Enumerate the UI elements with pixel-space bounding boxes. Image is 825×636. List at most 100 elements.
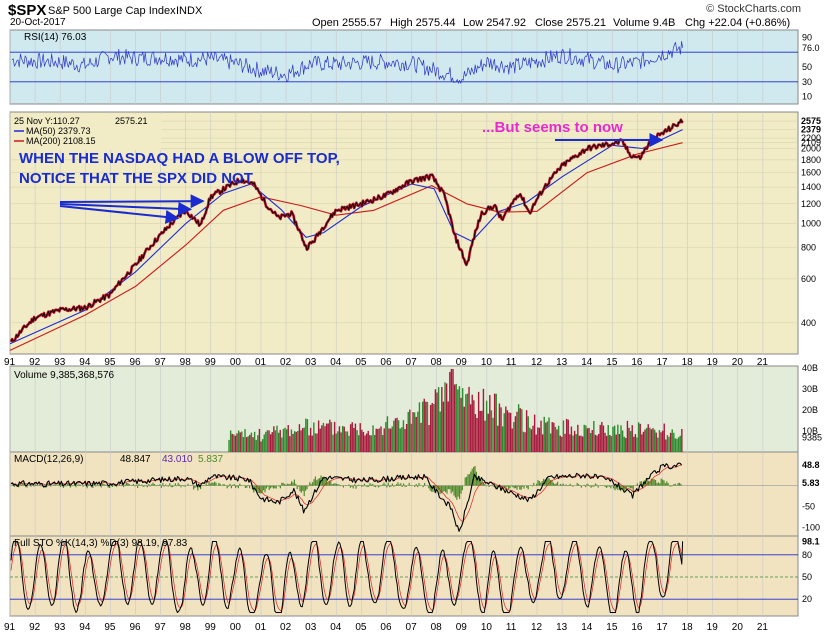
macd-histogram-bar	[18, 485, 20, 488]
volume-bar	[439, 411, 441, 452]
macd-histogram-bar	[165, 484, 167, 486]
macd-histogram-bar	[466, 476, 468, 486]
macd-histogram-bar	[64, 485, 66, 487]
volume-bar	[393, 420, 395, 452]
bottom-x-label: 21	[757, 622, 769, 633]
volume-bar	[441, 387, 443, 452]
sto-k-line	[10, 541, 684, 613]
macd-histogram-bar	[145, 485, 147, 487]
macd-histogram-bar	[305, 485, 307, 491]
macd-histogram-bar	[34, 484, 36, 486]
volume-bar	[261, 439, 264, 452]
volume-bar	[538, 427, 541, 452]
volume-bar	[589, 433, 592, 452]
volume-bar	[233, 434, 235, 452]
volume-bar	[497, 425, 499, 452]
macd-histogram-bar	[414, 485, 416, 487]
volume-bar	[329, 419, 331, 452]
macd-histogram-bar	[351, 485, 353, 487]
macd-histogram-bar	[453, 485, 455, 496]
macd-histogram-bar	[415, 484, 417, 486]
macd-histogram-bar	[313, 479, 315, 486]
volume-bar	[585, 425, 587, 452]
rsi-axis-label: 50	[802, 62, 812, 72]
macd-histogram-bar	[457, 485, 459, 497]
price-axis-label: 1000	[801, 219, 821, 229]
macd-histogram-bar	[267, 485, 269, 487]
volume-bar	[612, 426, 614, 452]
bottom-x-label: 15	[606, 622, 618, 633]
macd-histogram-bar	[515, 485, 517, 489]
ma200-legend: MA(200) 2108.15	[26, 136, 96, 146]
macd-histogram-bar	[156, 484, 158, 486]
volume-bar	[377, 428, 379, 452]
volume-bar	[242, 437, 245, 452]
volume-bar	[668, 436, 670, 452]
volume-bar	[332, 434, 334, 452]
volume-bar	[452, 369, 454, 452]
macd-histogram-bar	[229, 483, 231, 486]
macd-histogram-bar	[40, 485, 42, 487]
macd-histogram-bar	[109, 485, 111, 488]
volume-bar	[303, 427, 305, 452]
volume-bar	[301, 428, 304, 452]
macd-histogram-bar	[53, 484, 55, 486]
volume-bar	[605, 435, 608, 452]
macd-histogram-bar	[368, 485, 370, 487]
bottom-x-label: 92	[29, 622, 41, 633]
macd-histogram-bar	[377, 485, 379, 488]
volume-bar	[369, 435, 371, 452]
macd-histogram-bar	[125, 482, 127, 486]
macd-histogram-bar	[88, 484, 90, 486]
volume-bar	[333, 421, 336, 452]
price-title: 25 Nov Y:110.27	[14, 116, 80, 126]
macd-signal-value: 43.010	[162, 454, 193, 465]
volume-bar	[324, 426, 326, 452]
volume-bar	[639, 423, 641, 452]
macd-histogram-bar	[636, 483, 638, 486]
volume-bar	[645, 427, 648, 452]
volume-bar	[548, 417, 550, 452]
macd-histogram-bar	[90, 485, 92, 488]
volume-bar	[569, 434, 571, 452]
volume-bar	[373, 434, 376, 452]
volume-bar	[575, 434, 577, 452]
bottom-x-label: 11	[506, 622, 517, 633]
macd-histogram-bar	[572, 485, 574, 487]
price-x-label: 08	[431, 357, 443, 368]
macd-histogram-bar	[449, 485, 451, 490]
macd-histogram-bar	[340, 485, 342, 486]
macd-histogram-bar	[260, 485, 262, 494]
price-x-label: 19	[707, 357, 719, 368]
macd-histogram-bar	[330, 481, 332, 486]
volume-bar	[660, 432, 662, 452]
macd-histogram-bar	[480, 481, 482, 486]
volume-bar	[380, 426, 382, 452]
macd-histogram-bar	[639, 481, 641, 486]
volume-bar	[325, 423, 328, 452]
macd-histogram-bar	[141, 484, 143, 486]
macd-histogram-bar	[160, 485, 162, 488]
macd-histogram-bar	[97, 485, 99, 487]
volume-bar	[364, 435, 366, 452]
volume-bar	[317, 420, 320, 452]
volume-bar	[316, 433, 318, 452]
macd-histogram-bar	[208, 481, 210, 486]
macd-histogram-bar	[226, 485, 228, 489]
macd-histogram-bar	[179, 484, 181, 486]
bottom-x-label: 95	[104, 622, 116, 633]
volume-bar	[263, 434, 265, 452]
macd-histogram-bar	[510, 485, 512, 487]
volume-bar	[479, 411, 481, 452]
macd-histogram-bar	[501, 485, 503, 490]
macd-histogram-bar	[620, 485, 622, 492]
volume-bar	[293, 431, 296, 452]
volume-bar	[607, 425, 609, 452]
macd-histogram-bar	[331, 484, 333, 486]
macd-histogram-bar	[228, 485, 230, 487]
ohlc-close: Close 2575.21	[535, 17, 606, 29]
volume-bar	[599, 424, 601, 452]
volume-bar	[338, 426, 341, 452]
macd-histogram-bar	[205, 483, 207, 486]
macd-histogram-bar	[361, 485, 363, 487]
